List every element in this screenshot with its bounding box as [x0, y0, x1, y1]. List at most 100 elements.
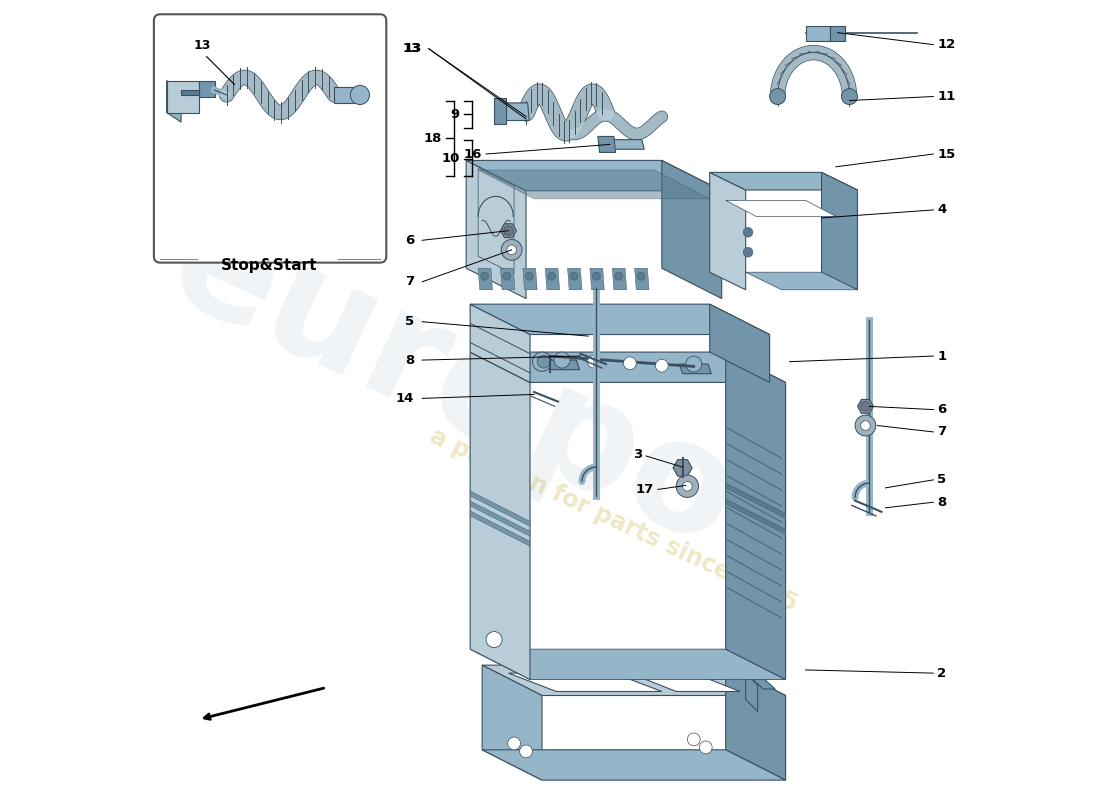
Circle shape — [860, 421, 870, 430]
Text: 13: 13 — [194, 39, 211, 52]
Circle shape — [770, 89, 785, 105]
FancyBboxPatch shape — [154, 14, 386, 262]
Circle shape — [683, 482, 692, 491]
Polygon shape — [710, 304, 770, 382]
Text: 16: 16 — [464, 147, 482, 161]
Circle shape — [548, 272, 556, 280]
Circle shape — [860, 402, 870, 411]
Circle shape — [637, 272, 645, 280]
Polygon shape — [466, 161, 722, 190]
Polygon shape — [726, 200, 836, 216]
Circle shape — [744, 227, 752, 237]
Text: 18: 18 — [424, 131, 442, 145]
Text: 8: 8 — [937, 496, 947, 509]
Circle shape — [656, 359, 668, 372]
Circle shape — [615, 272, 623, 280]
Polygon shape — [478, 268, 493, 290]
Polygon shape — [630, 673, 740, 691]
Circle shape — [525, 272, 533, 280]
Polygon shape — [598, 137, 616, 153]
Polygon shape — [805, 26, 829, 41]
Circle shape — [842, 89, 858, 105]
Circle shape — [587, 355, 601, 368]
Circle shape — [685, 356, 702, 372]
Polygon shape — [522, 268, 537, 290]
Circle shape — [537, 355, 550, 368]
Polygon shape — [334, 87, 354, 103]
Circle shape — [688, 733, 700, 746]
Polygon shape — [609, 140, 645, 150]
Polygon shape — [590, 268, 604, 290]
Polygon shape — [167, 81, 182, 122]
Polygon shape — [710, 172, 858, 190]
Text: 5: 5 — [405, 315, 415, 328]
Polygon shape — [466, 161, 526, 298]
Circle shape — [503, 272, 510, 280]
Polygon shape — [726, 499, 785, 534]
Polygon shape — [508, 673, 662, 691]
Text: 14: 14 — [396, 392, 415, 405]
Circle shape — [481, 272, 488, 280]
Text: 6: 6 — [405, 234, 415, 246]
Polygon shape — [500, 224, 517, 238]
Polygon shape — [470, 491, 530, 526]
Polygon shape — [822, 172, 858, 290]
Polygon shape — [478, 169, 514, 274]
Polygon shape — [482, 750, 785, 780]
Text: 9: 9 — [451, 107, 460, 121]
Polygon shape — [494, 98, 506, 125]
Polygon shape — [502, 103, 529, 121]
Polygon shape — [746, 272, 858, 290]
Text: 5: 5 — [937, 474, 946, 486]
Polygon shape — [199, 81, 214, 97]
Text: 7: 7 — [405, 275, 415, 288]
Text: 10: 10 — [441, 152, 460, 166]
Polygon shape — [470, 352, 530, 679]
Circle shape — [744, 247, 752, 257]
Text: 13: 13 — [404, 42, 422, 55]
Polygon shape — [746, 673, 776, 689]
Polygon shape — [746, 673, 758, 711]
Circle shape — [532, 352, 551, 371]
Polygon shape — [680, 364, 712, 374]
Text: europo: europo — [147, 188, 761, 580]
Circle shape — [700, 741, 712, 754]
Circle shape — [855, 415, 876, 436]
Text: Stop&Start: Stop&Start — [221, 258, 317, 273]
Polygon shape — [478, 170, 710, 198]
Polygon shape — [482, 665, 542, 780]
Circle shape — [350, 86, 370, 105]
Circle shape — [554, 352, 570, 368]
Text: 13: 13 — [403, 42, 420, 55]
Circle shape — [624, 357, 636, 370]
Polygon shape — [710, 172, 746, 290]
Circle shape — [508, 737, 520, 750]
Polygon shape — [470, 352, 785, 382]
Circle shape — [570, 272, 578, 280]
Polygon shape — [548, 360, 580, 370]
Text: 6: 6 — [937, 403, 947, 416]
Polygon shape — [568, 268, 582, 290]
Polygon shape — [182, 90, 199, 95]
Circle shape — [502, 239, 522, 260]
Polygon shape — [858, 399, 873, 414]
Polygon shape — [470, 511, 530, 546]
Polygon shape — [673, 459, 692, 476]
Polygon shape — [635, 268, 649, 290]
Polygon shape — [470, 501, 530, 536]
Text: 2: 2 — [937, 666, 946, 680]
Text: 8: 8 — [405, 354, 415, 366]
Text: 1: 1 — [937, 350, 946, 362]
Circle shape — [504, 226, 514, 235]
Circle shape — [676, 475, 698, 498]
Polygon shape — [470, 304, 530, 382]
Polygon shape — [167, 81, 199, 113]
Text: 4: 4 — [937, 203, 947, 217]
Circle shape — [592, 272, 601, 280]
Polygon shape — [470, 649, 785, 679]
Circle shape — [486, 631, 502, 647]
Polygon shape — [726, 483, 785, 518]
Text: 17: 17 — [636, 483, 653, 496]
Circle shape — [507, 245, 517, 254]
Polygon shape — [470, 304, 770, 334]
